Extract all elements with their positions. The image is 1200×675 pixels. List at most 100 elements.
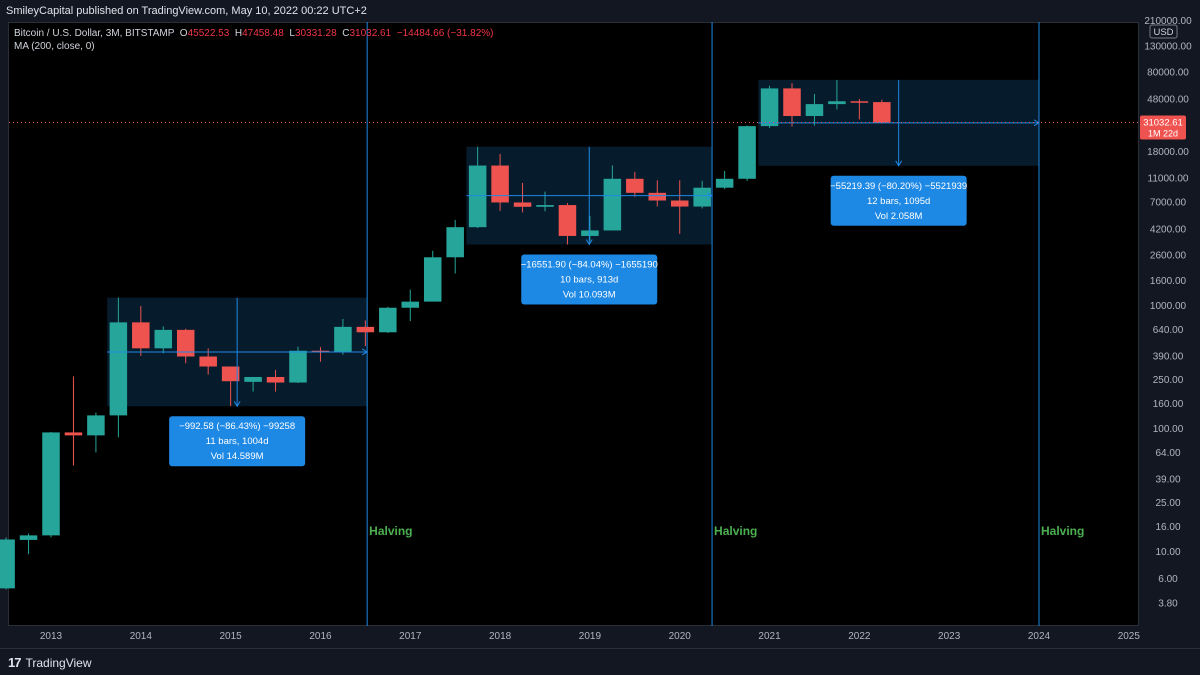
- candle-body[interactable]: [289, 350, 307, 383]
- candle-body[interactable]: [491, 165, 509, 203]
- currency-badge[interactable]: [1149, 24, 1178, 39]
- high-value: 47458.48: [242, 28, 284, 39]
- candle-body[interactable]: [446, 227, 464, 258]
- publisher-text: SmileyCapital published on TradingView.c…: [6, 5, 367, 17]
- candle-body[interactable]: [513, 202, 532, 207]
- arrowhead-icon: [233, 400, 241, 408]
- last-price-value: 31032.61: [1143, 117, 1183, 128]
- y-tick-label: 16.00: [1155, 522, 1180, 533]
- measure-label-line: −16551.90 (−84.04%) −1655190: [521, 260, 658, 271]
- candle-body[interactable]: [828, 101, 846, 105]
- candle-body[interactable]: [783, 88, 801, 117]
- brand-text: TradingView: [25, 655, 92, 670]
- currency-label: USD: [1153, 27, 1173, 38]
- candle-body[interactable]: [805, 104, 824, 117]
- y-tick-label: 640.00: [1153, 325, 1184, 336]
- candle-body[interactable]: [693, 187, 711, 207]
- measure-label-box: [830, 175, 967, 226]
- x-tick-label: 2024: [1028, 631, 1051, 642]
- candle-body[interactable]: [715, 178, 734, 188]
- candle-body[interactable]: [401, 301, 420, 308]
- y-tick-label: 39.00: [1155, 474, 1180, 485]
- halving-label: Halving: [714, 524, 757, 538]
- measure-label-line: −55219.39 (−80.20%) −5521939: [830, 181, 967, 192]
- candle-body[interactable]: [648, 192, 667, 201]
- y-tick-label: 390.00: [1153, 351, 1184, 362]
- arrowhead-icon: [706, 192, 714, 200]
- arrowhead-icon: [1033, 119, 1040, 127]
- y-tick-label: 10.00: [1155, 547, 1180, 558]
- x-tick-label: 2018: [489, 631, 512, 642]
- y-tick-label: 11000.00: [1148, 173, 1189, 184]
- publish-header: SmileyCapital published on TradingView.c…: [0, 0, 1200, 22]
- candle-body[interactable]: [558, 205, 577, 236]
- close-value: 31032.61: [349, 28, 392, 39]
- candle-body[interactable]: [221, 366, 240, 382]
- candle-body[interactable]: [738, 126, 756, 179]
- candle-body[interactable]: [42, 432, 60, 536]
- x-tick-label: 2021: [758, 631, 781, 642]
- y-tick-label: 7000.00: [1150, 197, 1187, 208]
- x-tick-label: 2023: [938, 631, 961, 642]
- candle-body[interactable]: [109, 322, 128, 416]
- candle-body[interactable]: [873, 102, 891, 123]
- candle-body[interactable]: [64, 432, 83, 436]
- candle-body[interactable]: [199, 356, 217, 367]
- candle-body[interactable]: [176, 329, 195, 357]
- last-price-countdown: 1M 22d: [1148, 128, 1178, 138]
- arrowhead-icon: [585, 239, 593, 246]
- candle-body[interactable]: [379, 307, 397, 333]
- candle-body[interactable]: [850, 101, 869, 103]
- last-price-badge[interactable]: [1140, 115, 1186, 140]
- high-label: H: [234, 28, 243, 39]
- measure-label-box: [169, 416, 306, 467]
- candle-body[interactable]: [423, 257, 442, 302]
- measure-label-line: −992.58 (−86.43%) −99258: [179, 421, 295, 432]
- candle-body[interactable]: [19, 535, 38, 540]
- tradingview-brand[interactable]: 17 TradingView: [8, 655, 92, 670]
- candle-body[interactable]: [670, 200, 689, 207]
- indicator-ma[interactable]: MA (200, close, 0): [14, 41, 95, 52]
- arrowhead-icon: [895, 160, 903, 167]
- symbol-name: Bitcoin / U.S. Dollar, 3M, BITSTAMP: [14, 28, 175, 39]
- y-tick-label: 1000.00: [1150, 301, 1187, 312]
- time-axis: 2013 2014 2015 2016 2017 2018 2019 2020 2021 2022…: [40, 631, 1141, 642]
- candle-body[interactable]: [244, 376, 262, 382]
- halving-label: Halving: [1041, 524, 1084, 538]
- candle-body[interactable]: [760, 88, 779, 127]
- candle-body[interactable]: [0, 539, 15, 589]
- x-tick-label: 2025: [1118, 631, 1141, 642]
- y-tick-label: 64.00: [1155, 448, 1180, 459]
- measure-label-line: 12 bars, 1095d: [867, 196, 930, 207]
- candles: [0, 79, 891, 590]
- candle-body[interactable]: [132, 322, 150, 349]
- y-tick-label: 18000.00: [1147, 147, 1189, 158]
- tradingview-logo-icon: 17: [8, 655, 22, 670]
- x-tick-label: 2013: [40, 631, 63, 642]
- y-tick-label: 25.00: [1155, 498, 1180, 509]
- footer-bar: 17 TradingView: [0, 648, 1200, 675]
- y-tick-label: 2600.00: [1150, 250, 1187, 261]
- measure-label-line: Vol 2.058M: [875, 211, 923, 222]
- candle-body[interactable]: [603, 178, 622, 231]
- y-tick-label: 6.00: [1158, 574, 1178, 585]
- candle-body[interactable]: [266, 376, 285, 383]
- candle-body[interactable]: [154, 329, 173, 349]
- y-tick-label: 1600.00: [1150, 276, 1187, 287]
- y-tick-label: 100.00: [1153, 424, 1184, 435]
- candle-body[interactable]: [468, 165, 487, 228]
- candle-body[interactable]: [334, 326, 352, 353]
- candle-body[interactable]: [581, 230, 599, 236]
- low-value: 30331.28: [294, 28, 337, 39]
- candle-body[interactable]: [626, 178, 644, 193]
- y-tick-label: 3.80: [1158, 599, 1178, 610]
- x-tick-label: 2022: [848, 631, 871, 642]
- x-tick-label: 2020: [669, 631, 692, 642]
- candle-body[interactable]: [87, 415, 105, 436]
- candle-body[interactable]: [356, 326, 375, 333]
- symbol-legend[interactable]: Bitcoin / U.S. Dollar, 3M, BITSTAMP O455…: [14, 27, 493, 53]
- measure-label-line: Vol 14.589M: [211, 451, 264, 462]
- candle-body[interactable]: [536, 205, 554, 207]
